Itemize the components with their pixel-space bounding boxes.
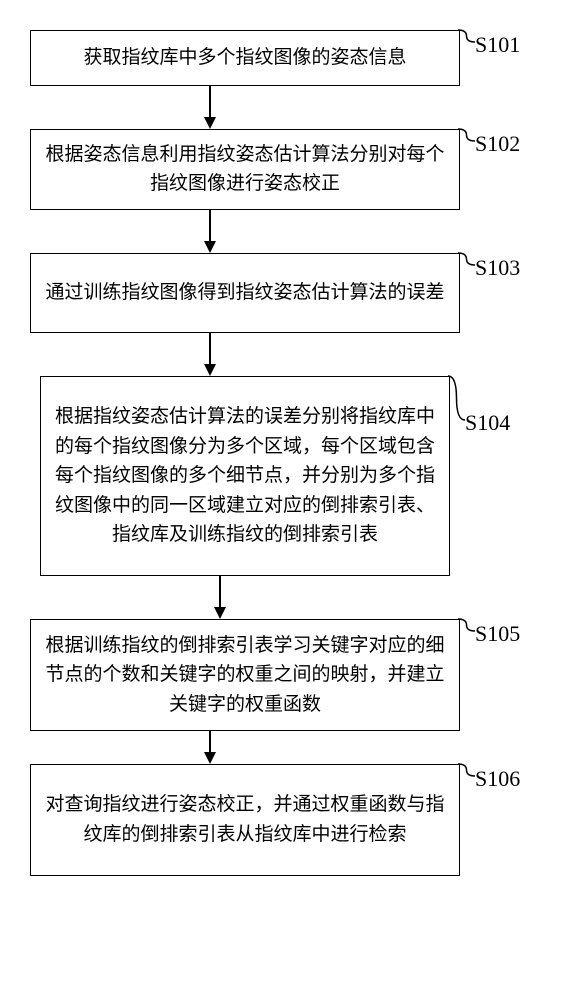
step-text: 根据姿态信息利用指纹姿态估计算法分别对每个指纹图像进行姿态校正 xyxy=(45,140,445,199)
step-row: 对查询指纹进行姿态校正，并通过权重函数与指纹库的倒排索引表从指纹库中进行检索 S1… xyxy=(30,764,533,876)
step-text: 通过训练指纹图像得到指纹姿态估计算法的误差 xyxy=(45,278,444,307)
label-connector-curve xyxy=(458,28,477,50)
step-label: S101 xyxy=(475,34,520,56)
step-text: 根据指纹姿态估计算法的误差分别将指纹库中的每个指纹图像分为多个区域，每个区域包含… xyxy=(55,402,435,549)
step-row: 根据姿态信息利用指纹姿态估计算法分别对每个指纹图像进行姿态校正 S102 xyxy=(30,129,533,210)
flowchart-container: 获取指纹库中多个指纹图像的姿态信息 S101 根据姿态信息利用指纹姿态估计算法分别对… xyxy=(30,30,533,876)
arrow-line xyxy=(209,86,211,118)
step-label: S103 xyxy=(475,257,520,279)
step-box-s106: 对查询指纹进行姿态校正，并通过权重函数与指纹库的倒排索引表从指纹库中进行检索 xyxy=(30,764,460,876)
label-connector-curve xyxy=(458,762,477,784)
label-connector-curve xyxy=(458,617,477,639)
arrow-connector xyxy=(210,576,230,619)
arrow-down-icon xyxy=(204,241,216,253)
arrow-down-icon xyxy=(204,117,216,129)
step-text: 根据训练指纹的倒排索引表学习关键字对应的细节点的个数和关键字的权重之间的映射，并… xyxy=(45,631,445,719)
arrow-down-icon xyxy=(214,607,226,619)
label-connector-curve xyxy=(458,127,477,149)
arrow-line xyxy=(209,210,211,242)
step-text: 获取指纹库中多个指纹图像的姿态信息 xyxy=(83,43,406,72)
step-box-s104: 根据指纹姿态估计算法的误差分别将指纹库中的每个指纹图像分为多个区域，每个区域包含… xyxy=(40,376,450,576)
arrow-down-icon xyxy=(204,364,216,376)
step-box-s103: 通过训练指纹图像得到指纹姿态估计算法的误差 xyxy=(30,253,460,333)
arrow-connector xyxy=(200,86,220,129)
label-connector-curve xyxy=(458,251,477,273)
step-row: 根据训练指纹的倒排索引表学习关键字对应的细节点的个数和关键字的权重之间的映射，并… xyxy=(30,619,533,731)
arrow-line xyxy=(209,731,211,753)
arrow-down-icon xyxy=(204,752,216,764)
step-text: 对查询指纹进行姿态校正，并通过权重函数与指纹库的倒排索引表从指纹库中进行检索 xyxy=(45,790,445,849)
step-row: 获取指纹库中多个指纹图像的姿态信息 S101 xyxy=(30,30,533,86)
step-label: S104 xyxy=(465,412,510,434)
arrow-line xyxy=(209,333,211,365)
step-box-s101: 获取指纹库中多个指纹图像的姿态信息 xyxy=(30,30,460,86)
step-label: S105 xyxy=(475,623,520,645)
step-label: S106 xyxy=(475,768,520,790)
step-label: S102 xyxy=(475,133,520,155)
arrow-connector xyxy=(200,210,220,253)
label-connector-curve xyxy=(448,374,467,424)
arrow-connector xyxy=(200,731,220,764)
step-row: 根据指纹姿态估计算法的误差分别将指纹库中的每个指纹图像分为多个区域，每个区域包含… xyxy=(30,376,533,576)
arrow-line xyxy=(219,576,221,608)
step-box-s105: 根据训练指纹的倒排索引表学习关键字对应的细节点的个数和关键字的权重之间的映射，并… xyxy=(30,619,460,731)
arrow-connector xyxy=(200,333,220,376)
step-box-s102: 根据姿态信息利用指纹姿态估计算法分别对每个指纹图像进行姿态校正 xyxy=(30,129,460,210)
step-row: 通过训练指纹图像得到指纹姿态估计算法的误差 S103 xyxy=(30,253,533,333)
